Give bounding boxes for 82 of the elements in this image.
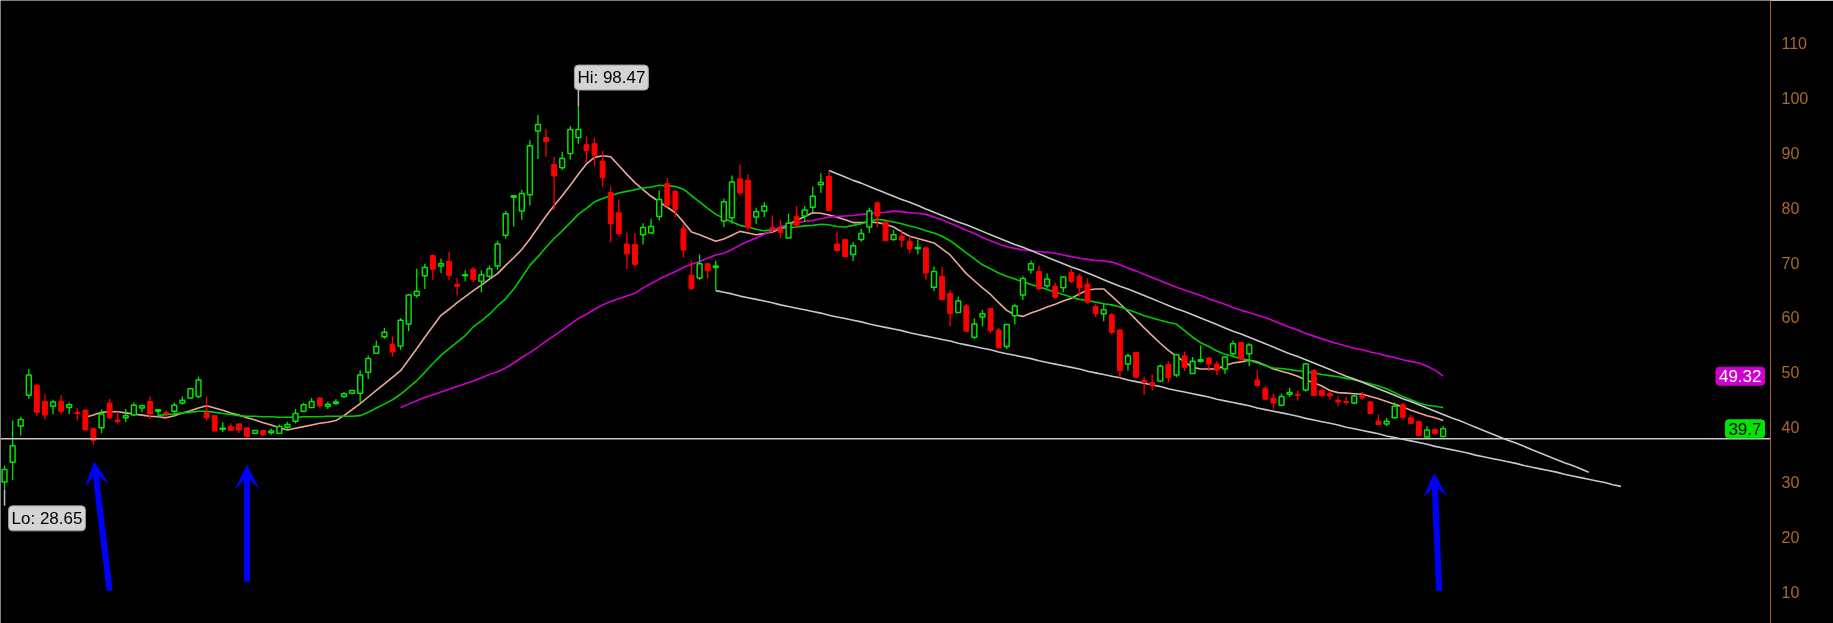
y-tick-label: 20 bbox=[1781, 528, 1800, 546]
candlestick bbox=[1036, 264, 1042, 291]
candlestick bbox=[793, 205, 800, 228]
candlestick bbox=[446, 251, 452, 281]
candlestick bbox=[1011, 303, 1018, 326]
candlestick bbox=[599, 150, 606, 188]
y-tick-label: 10 bbox=[1781, 583, 1800, 601]
y-tick-label: 30 bbox=[1781, 474, 1800, 492]
candlestick bbox=[874, 200, 881, 229]
candlestick bbox=[9, 419, 16, 482]
candlestick bbox=[82, 408, 89, 432]
candlestick bbox=[534, 114, 542, 160]
candlestick bbox=[437, 258, 445, 274]
candlestick bbox=[939, 266, 945, 302]
candlestick bbox=[154, 409, 162, 418]
candlestick bbox=[454, 277, 461, 297]
candlestick bbox=[49, 399, 57, 416]
annotation: Lo: 28.65 bbox=[11, 508, 83, 528]
y-tick-label: 70 bbox=[1781, 254, 1800, 272]
y-tick-label: 40 bbox=[1781, 419, 1800, 437]
candlestick bbox=[1181, 350, 1188, 372]
candlestick bbox=[615, 198, 622, 237]
candlestick bbox=[1019, 275, 1027, 301]
candlestick bbox=[1165, 360, 1172, 383]
candlestick bbox=[559, 151, 566, 171]
candlestick bbox=[1335, 395, 1342, 407]
candlestick bbox=[712, 259, 719, 292]
candlestick bbox=[817, 172, 825, 194]
candlestick bbox=[1141, 376, 1148, 396]
candlestick bbox=[971, 317, 978, 341]
candlestick bbox=[429, 253, 436, 281]
candlestick bbox=[203, 395, 210, 422]
annotation: 39.7 bbox=[1728, 419, 1762, 439]
candlestick bbox=[510, 194, 517, 228]
candlestick bbox=[656, 189, 663, 222]
candlestick bbox=[17, 416, 24, 437]
candlestick bbox=[995, 327, 1002, 350]
candlestick bbox=[632, 232, 638, 269]
candlestick bbox=[696, 253, 703, 281]
candlestick bbox=[42, 393, 48, 421]
y-tick-label: 60 bbox=[1781, 309, 1800, 327]
candlestick bbox=[785, 213, 792, 239]
candlestick bbox=[623, 231, 630, 270]
candlestick bbox=[737, 163, 743, 196]
candlestick bbox=[680, 223, 687, 259]
candlestick bbox=[987, 308, 994, 335]
candlestick bbox=[58, 394, 65, 416]
annotation: Hi: 98.47 bbox=[577, 68, 646, 88]
candlestick bbox=[356, 369, 364, 404]
candlestick bbox=[543, 128, 549, 158]
candlestick bbox=[672, 189, 679, 218]
candlestick bbox=[502, 210, 509, 240]
candlestick bbox=[720, 197, 728, 228]
candlestick bbox=[365, 354, 372, 380]
y-tick-label: 90 bbox=[1781, 144, 1800, 162]
y-tick-label: 100 bbox=[1781, 90, 1809, 108]
candlestick bbox=[147, 395, 153, 420]
candlestick bbox=[98, 408, 105, 434]
y-tick-label: 110 bbox=[1781, 35, 1808, 53]
candlestick bbox=[551, 156, 558, 212]
candlestick bbox=[930, 265, 938, 292]
y-tick-label: 80 bbox=[1781, 199, 1800, 217]
candlestick bbox=[688, 259, 695, 291]
candlestick bbox=[850, 241, 857, 262]
annotation: 49.32 bbox=[1718, 367, 1762, 387]
candlestick bbox=[25, 368, 32, 400]
candlestick bbox=[947, 289, 954, 327]
candlestick bbox=[866, 207, 873, 234]
candlestick bbox=[809, 185, 816, 213]
candlestick bbox=[518, 189, 525, 221]
candlestick bbox=[1246, 342, 1253, 367]
candlestick bbox=[413, 268, 420, 299]
candlestick bbox=[1003, 323, 1010, 350]
candlestick bbox=[1108, 312, 1115, 336]
candlestick bbox=[421, 263, 428, 290]
candlestick bbox=[106, 398, 113, 420]
candlestick bbox=[494, 240, 501, 271]
candlestick bbox=[389, 336, 396, 358]
y-tick-label: 50 bbox=[1781, 364, 1800, 382]
candlestick bbox=[664, 176, 671, 208]
candlestick bbox=[777, 219, 784, 239]
candlestick bbox=[639, 222, 647, 246]
